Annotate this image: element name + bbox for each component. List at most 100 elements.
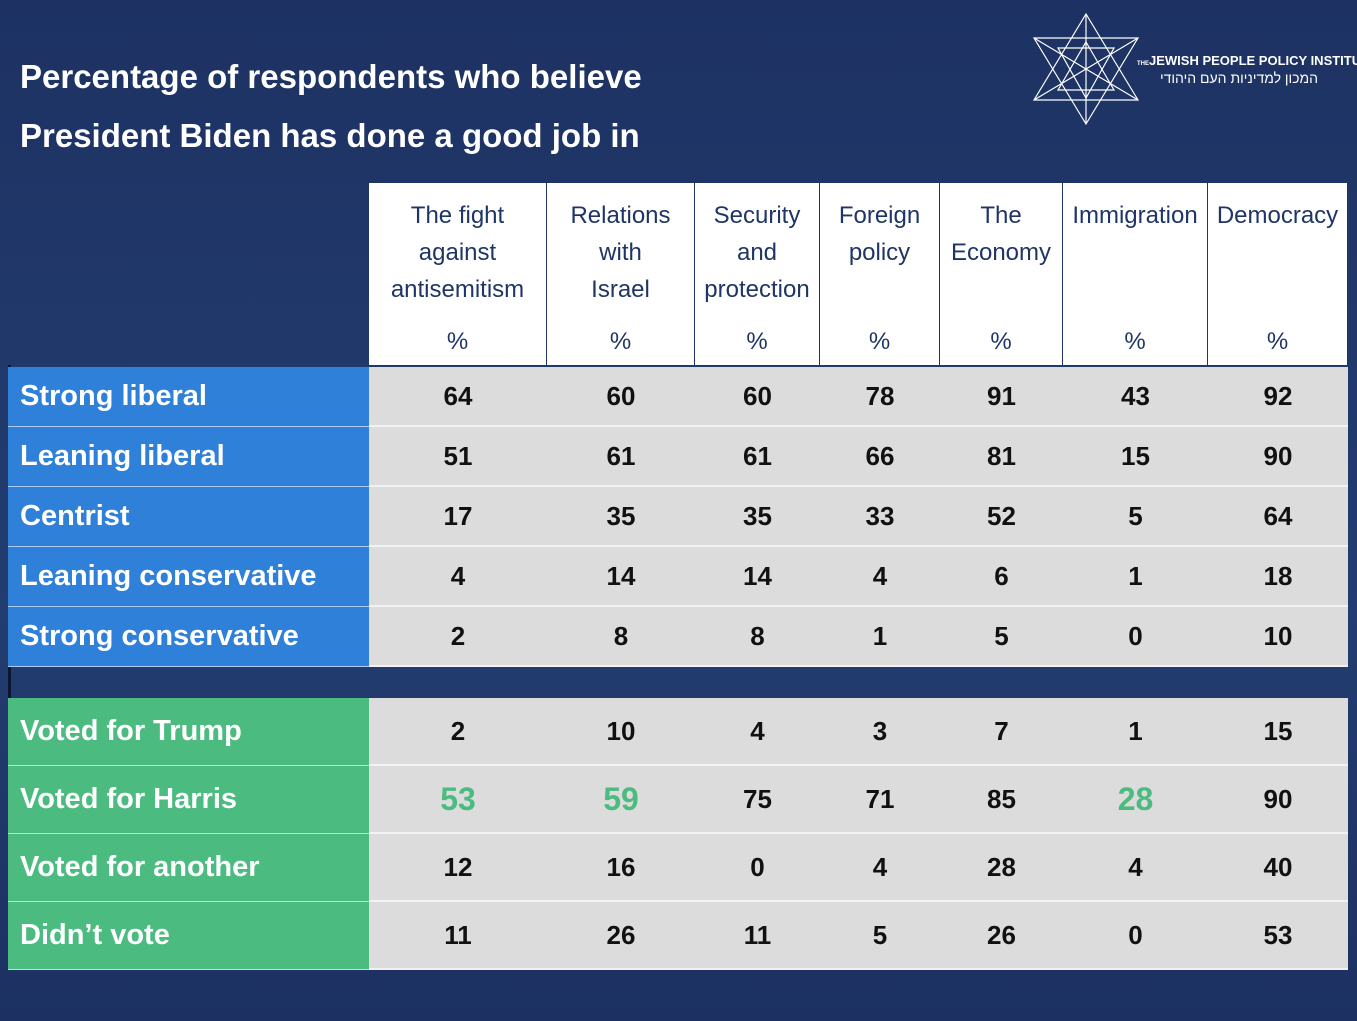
logo-name: THEJEWISH PEOPLE POLICY INSTITUTE	[1137, 53, 1357, 68]
header-unit: %	[990, 328, 1012, 355]
header-line: The	[980, 202, 1022, 229]
title-line: President Biden has done a good job in	[20, 117, 640, 154]
value-cell: 14	[695, 547, 820, 607]
title-line: Percentage of respondents who believe	[20, 58, 642, 95]
value-cell: 78	[820, 367, 940, 427]
header-line: policy	[848, 239, 911, 266]
value-cell: 8	[547, 607, 695, 667]
value-cell: 60	[547, 367, 695, 427]
logo-text: JEWISH PEOPLE POLICY INSTITUTE	[1149, 53, 1357, 68]
value-cell: 6	[940, 547, 1063, 607]
header-line: Economy	[950, 239, 1052, 266]
value-cell: 26	[940, 902, 1063, 970]
row-label: Leaning conservative	[8, 547, 369, 607]
header-unit: %	[1266, 328, 1289, 355]
value-cell: 43	[1063, 367, 1208, 427]
value-cell: 2	[369, 607, 547, 667]
logo-star	[1032, 12, 1140, 126]
value-cell: 1	[1063, 547, 1208, 607]
column-header: Democracy%	[1208, 183, 1348, 365]
header-line: The fight	[410, 202, 505, 229]
row-label: Strong liberal	[8, 367, 369, 427]
value-cell: 18	[1208, 547, 1348, 607]
row-label: Leaning liberal	[8, 427, 369, 487]
value-cell: 12	[369, 834, 547, 902]
value-cell: 1	[820, 607, 940, 667]
header-line: antisemitism	[390, 276, 525, 303]
column-header: The fight against antisemitism%	[369, 183, 547, 365]
header-unit: %	[746, 328, 768, 355]
value-cell: 71	[820, 766, 940, 834]
value-cell: 17	[369, 487, 547, 547]
value-cell: 64	[1208, 487, 1348, 547]
header-line: and	[736, 239, 778, 266]
value-cell: 16	[547, 834, 695, 902]
column-header: Security and protection%	[695, 183, 820, 365]
value-cell: 52	[940, 487, 1063, 547]
value-cell: 11	[369, 902, 547, 970]
column-header: Foreign policy%	[820, 183, 940, 365]
value-cell: 40	[1208, 834, 1348, 902]
value-cell: 3	[820, 698, 940, 766]
row-label: Voted for another	[8, 834, 369, 902]
value-cell: 15	[1208, 698, 1348, 766]
value-cell: 90	[1208, 766, 1348, 834]
header-line: protection	[704, 276, 810, 303]
value-cell: 91	[940, 367, 1063, 427]
value-cell: 10	[1208, 607, 1348, 667]
header-unit: %	[446, 328, 469, 355]
value-cell: 53	[1208, 902, 1348, 970]
value-cell: 4	[820, 547, 940, 607]
value-cell: 33	[820, 487, 940, 547]
value-cell: 61	[547, 427, 695, 487]
value-cell: 51	[369, 427, 547, 487]
value-cell: 2	[369, 698, 547, 766]
value-cell: 1	[1063, 698, 1208, 766]
row-label: Centrist	[8, 487, 369, 547]
column-header: Relations with Israel%	[547, 183, 695, 365]
value-cell: 5	[940, 607, 1063, 667]
column-header: The Economy%	[940, 183, 1063, 365]
value-cell: 75	[695, 766, 820, 834]
row-label: Voted for Harris	[8, 766, 369, 834]
value-cell: 28	[1063, 766, 1208, 834]
header-line: Foreign	[838, 202, 921, 229]
header-line: Democracy	[1216, 202, 1339, 229]
header-line: Security	[713, 202, 801, 229]
value-cell: 59	[547, 766, 695, 834]
value-cell: 35	[547, 487, 695, 547]
header-line: Immigration	[1072, 202, 1198, 229]
value-cell: 66	[820, 427, 940, 487]
logo-prefix: THE	[1137, 61, 1149, 67]
header-unit: %	[868, 328, 891, 355]
row-label: Voted for Trump	[8, 698, 369, 766]
value-cell: 11	[695, 902, 820, 970]
value-cell: 8	[695, 607, 820, 667]
value-cell: 35	[695, 487, 820, 547]
header-unit: %	[1124, 328, 1146, 355]
value-cell: 4	[1063, 834, 1208, 902]
value-cell: 14	[547, 547, 695, 607]
value-cell: 10	[547, 698, 695, 766]
value-cell: 4	[369, 547, 547, 607]
value-cell: 60	[695, 367, 820, 427]
header-line: with	[599, 239, 642, 266]
value-cell: 61	[695, 427, 820, 487]
value-cell: 15	[1063, 427, 1208, 487]
header-line: Israel	[591, 276, 650, 303]
value-cell: 0	[1063, 902, 1208, 970]
header-unit: %	[609, 328, 632, 355]
value-cell: 92	[1208, 367, 1348, 427]
value-cell: 0	[695, 834, 820, 902]
value-cell: 5	[820, 902, 940, 970]
value-cell: 5	[1063, 487, 1208, 547]
value-cell: 81	[940, 427, 1063, 487]
header-line: Relations	[570, 202, 671, 229]
value-cell: 0	[1063, 607, 1208, 667]
value-cell: 28	[940, 834, 1063, 902]
row-label: Didn’t vote	[8, 902, 369, 970]
value-cell: 7	[940, 698, 1063, 766]
value-cell: 4	[820, 834, 940, 902]
value-cell: 90	[1208, 427, 1348, 487]
